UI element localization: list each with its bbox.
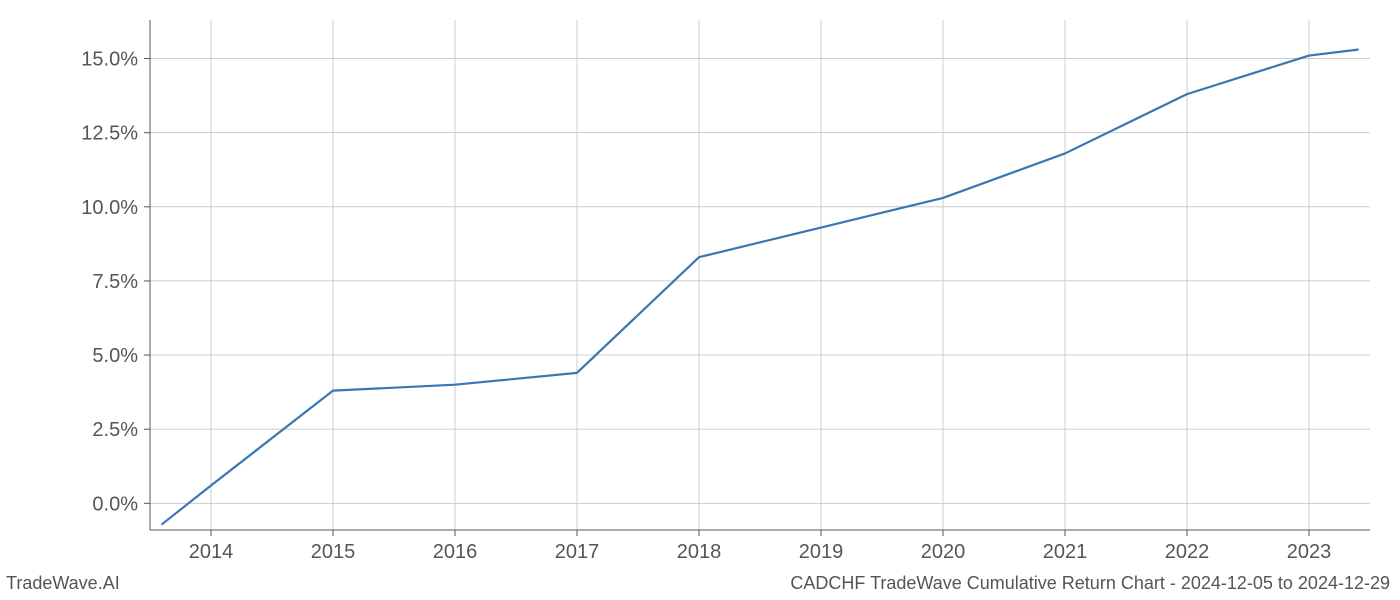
- x-tick-label: 2017: [555, 541, 600, 563]
- x-tick-label: 2018: [677, 541, 722, 563]
- x-tick-label: 2014: [189, 541, 234, 563]
- x-tick-label: 2015: [311, 541, 356, 563]
- y-tick-label: 7.5%: [92, 271, 138, 293]
- chart-background: [0, 0, 1400, 600]
- line-chart: 2014 2015 2016 2017 2018 2019 2020 2021 2022 2023…: [0, 0, 1400, 600]
- x-tick-label: 2016: [433, 541, 478, 563]
- x-tick-label: 2020: [921, 541, 966, 563]
- y-tick-label: 15.0%: [81, 49, 138, 71]
- y-tick-label: 0.0%: [92, 493, 138, 515]
- chart-container: 2014 2015 2016 2017 2018 2019 2020 2021 2022 2023…: [0, 0, 1400, 600]
- y-tick-label: 5.0%: [92, 345, 138, 367]
- x-tick-label: 2021: [1043, 541, 1088, 563]
- x-tick-label: 2022: [1165, 541, 1210, 563]
- y-tick-label: 12.5%: [81, 123, 138, 145]
- y-tick-label: 10.0%: [81, 197, 138, 219]
- footer-brand: TradeWave.AI: [6, 573, 120, 594]
- x-tick-label: 2019: [799, 541, 844, 563]
- footer-caption: CADCHF TradeWave Cumulative Return Chart…: [790, 573, 1390, 594]
- y-tick-label: 2.5%: [92, 419, 138, 441]
- x-tick-label: 2023: [1287, 541, 1332, 563]
